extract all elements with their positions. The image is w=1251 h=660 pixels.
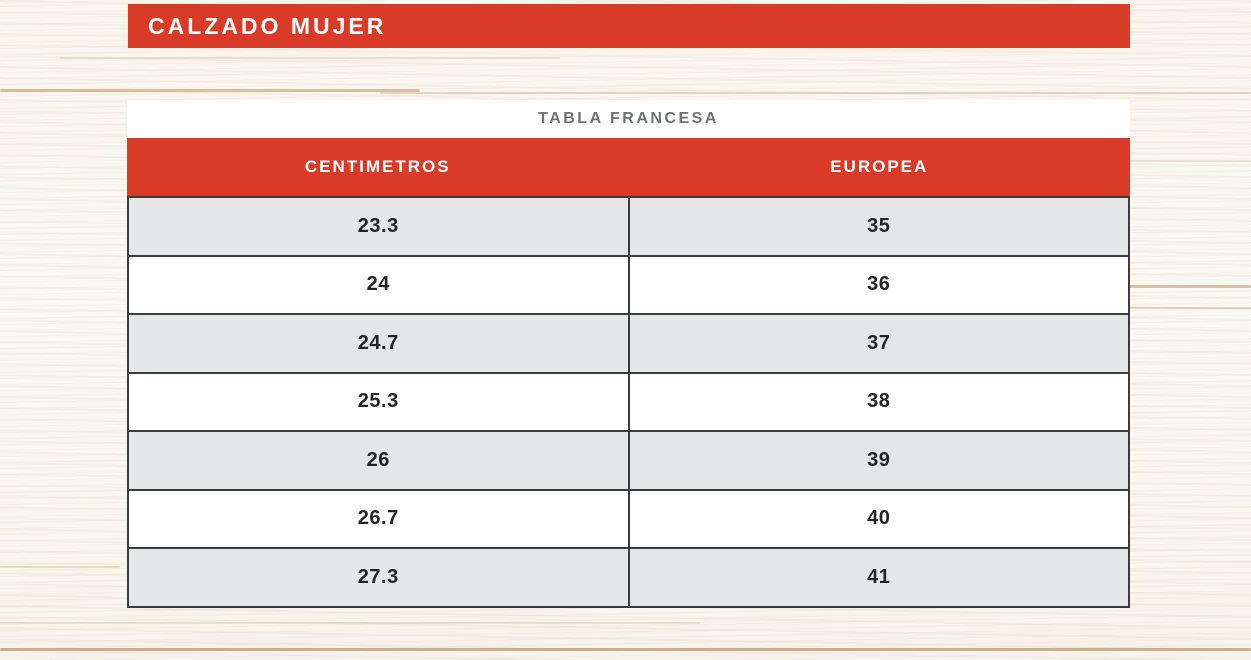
cell-europea: 41 <box>627 549 1129 606</box>
table-row: 26.7 40 <box>129 488 1129 547</box>
size-conversion-table: TABLA FRANCESA CENTIMETROS EUROPEA 23.3 3… <box>127 100 1130 608</box>
table-body: 23.3 35 24 36 24.7 37 25.3 38 26 39 26.7 40 27.3 41 <box>127 196 1130 608</box>
table-row: 26 39 <box>129 430 1128 489</box>
wood-grain-line <box>0 89 420 92</box>
table-row: 25.3 38 <box>129 371 1129 430</box>
column-header-centimetros: CENTIMETROS <box>304 157 451 176</box>
column-header-europea: EUROPEA <box>830 157 929 176</box>
table-row: 24.7 37 <box>129 313 1128 372</box>
table-row: 23.3 35 <box>129 198 1128 255</box>
cell-europea: 40 <box>627 490 1129 547</box>
wood-grain-line <box>380 92 1251 94</box>
cell-centimetros: 25.3 <box>357 390 399 413</box>
cell-europea: 35 <box>627 198 1129 255</box>
wood-grain-line <box>0 622 700 624</box>
table-title-band: TABLA FRANCESA <box>127 100 1130 138</box>
table-row: 27.3 41 <box>129 547 1128 606</box>
cell-centimetros: 27.3 <box>357 565 399 588</box>
wood-grain-line <box>0 566 120 568</box>
table-row: 24 36 <box>129 254 1129 313</box>
cell-europea: 38 <box>627 373 1129 430</box>
section-title: CALZADO MUJER <box>148 12 387 39</box>
wood-grain-line <box>0 648 1251 651</box>
section-title-banner: CALZADO MUJER <box>128 4 1130 48</box>
cell-centimetros: 26 <box>366 448 390 471</box>
cell-europea: 37 <box>627 315 1129 372</box>
wood-grain-line <box>60 57 560 59</box>
table-header-row: CENTIMETROS EUROPEA <box>127 138 1130 196</box>
cell-europea: 36 <box>627 256 1129 313</box>
cell-centimetros: 23.3 <box>357 214 399 237</box>
cell-centimetros: 26.7 <box>357 507 399 530</box>
cell-centimetros: 24.7 <box>357 331 399 354</box>
table-title: TABLA FRANCESA <box>538 110 719 127</box>
cell-centimetros: 24 <box>366 273 390 296</box>
cell-europea: 39 <box>627 432 1129 489</box>
